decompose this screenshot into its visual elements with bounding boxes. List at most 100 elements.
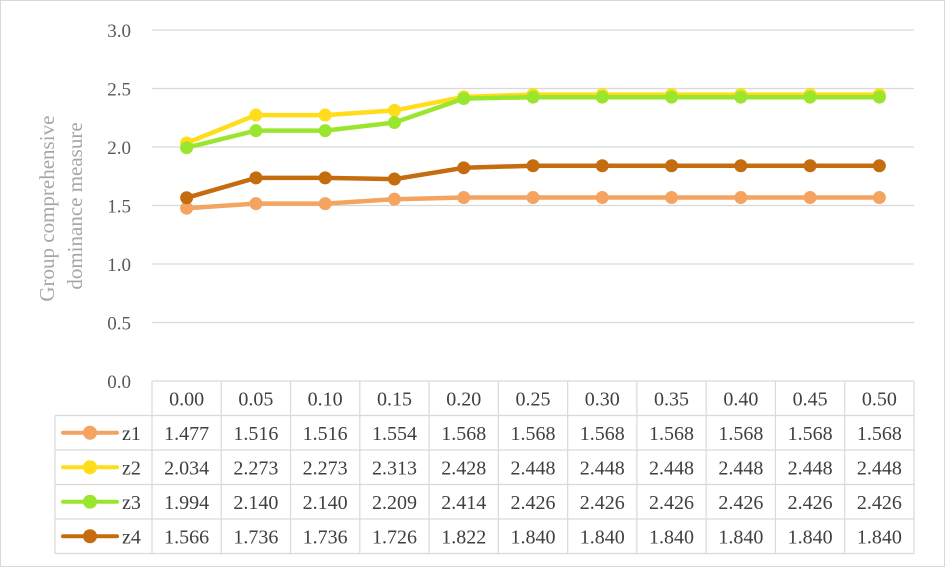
legend-entry: z2 (122, 457, 141, 479)
table-cell-value: 1.516 (303, 423, 348, 445)
table-cell-value: 1.568 (788, 423, 833, 445)
table-cell-value: 2.313 (372, 457, 417, 479)
y-axis-label: Group comprehensive dominance measure (35, 110, 87, 301)
table-cell-value: 2.414 (441, 492, 486, 514)
y-tick-label: 3.0 (107, 21, 131, 42)
data-point (803, 159, 817, 173)
table-cell-value: 2.448 (649, 457, 694, 479)
series-z1 (180, 191, 886, 215)
data-point (595, 159, 609, 173)
legend-entry: z1 (122, 423, 141, 445)
data-point (318, 171, 332, 185)
y-axis-ticks: 0.0 0.5 1.0 1.5 2.0 2.5 3.0 (107, 21, 131, 393)
legend-key-marker (83, 460, 97, 475)
table-cell-value: 2.448 (718, 457, 763, 479)
table-cell-value: 2.140 (303, 492, 348, 514)
data-table: 0.00 0.05 0.10 0.15 0.20 0.25 0.30 0.35 0.40 0.45… (54, 380, 915, 555)
table-cell-value: 1.568 (441, 423, 486, 445)
data-point (526, 159, 540, 173)
data-point (595, 90, 609, 104)
data-point (249, 171, 263, 185)
data-point (665, 90, 679, 104)
data-point (387, 116, 401, 130)
category-label: 0.20 (446, 388, 481, 410)
table-cell-value: 1.516 (233, 423, 278, 445)
table-cell-value: 2.426 (718, 492, 763, 514)
y-tick-label: 2.0 (107, 138, 131, 159)
data-point (387, 192, 401, 206)
category-label: 0.10 (308, 388, 343, 410)
legend-entry: z3 (122, 492, 141, 514)
table-cell-value: 2.448 (580, 457, 625, 479)
category-label: 0.05 (238, 388, 273, 410)
table-cell-value: 1.568 (580, 423, 625, 445)
y-tick-label: 1.5 (107, 197, 131, 218)
table-cell-value: 1.840 (511, 526, 556, 548)
table-cell-value: 1.840 (580, 526, 625, 548)
data-point (457, 191, 471, 205)
data-point (734, 90, 748, 104)
table-cell-value: 1.726 (372, 526, 417, 548)
data-point (180, 141, 194, 155)
table-cell-value: 1.840 (718, 526, 763, 548)
category-label: 0.35 (654, 388, 689, 410)
table-cell-value: 1.994 (164, 492, 209, 514)
data-point (180, 191, 194, 205)
y-axis-label-line-1: Group comprehensive (35, 116, 59, 302)
data-point (872, 90, 886, 104)
table-cell-value: 2.426 (788, 492, 833, 514)
category-label: 0.40 (723, 388, 758, 410)
table-cell-value: 1.736 (303, 526, 348, 548)
table-cell-value: 1.568 (857, 423, 902, 445)
y-tick-label: 1.0 (107, 255, 131, 276)
data-point (595, 191, 609, 205)
data-point (872, 191, 886, 205)
series-z3 (180, 90, 886, 155)
data-point (734, 159, 748, 173)
data-point (249, 124, 263, 138)
category-label: 0.30 (585, 388, 620, 410)
category-label: 0.25 (516, 388, 551, 410)
table-cell-value: 2.448 (788, 457, 833, 479)
table-cell-value: 1.822 (441, 526, 486, 548)
table-cell-value: 2.426 (649, 492, 694, 514)
table-cell-value: 1.554 (372, 423, 417, 445)
table-cell-value: 2.426 (580, 492, 625, 514)
data-point (665, 191, 679, 205)
series-z4 (180, 159, 886, 205)
data-point (457, 92, 471, 106)
table-cell-value: 2.140 (233, 492, 278, 514)
data-point (249, 108, 263, 122)
category-label: 0.15 (377, 388, 412, 410)
data-point (526, 90, 540, 104)
data-point (387, 172, 401, 186)
data-point (734, 191, 748, 205)
table-cell-value: 1.477 (164, 423, 209, 445)
table-cell-value: 1.840 (857, 526, 902, 548)
table-cell-value: 2.448 (511, 457, 556, 479)
y-tick-label: 2.5 (107, 80, 131, 101)
data-point (665, 159, 679, 173)
data-point (803, 191, 817, 205)
table-cell-value: 2.426 (511, 492, 556, 514)
data-point (180, 201, 194, 215)
y-axis-label-line-2: dominance measure (63, 122, 87, 289)
legend-key-marker (83, 425, 97, 440)
legend-key-marker (83, 529, 97, 544)
table-cell-value: 1.566 (164, 526, 209, 548)
table-cell-value: 1.840 (788, 526, 833, 548)
table-cell-value: 1.736 (233, 526, 278, 548)
data-point (872, 159, 886, 173)
data-point (318, 197, 332, 211)
table-cell-value: 1.568 (649, 423, 694, 445)
table-cell-value: 2.448 (857, 457, 902, 479)
category-label: 0.45 (793, 388, 828, 410)
legend-key-marker (83, 494, 97, 509)
table-cell-value: 1.840 (649, 526, 694, 548)
table-cell-value: 2.034 (164, 457, 209, 479)
table-cell-value: 2.426 (857, 492, 902, 514)
table-cell-value: 2.209 (372, 492, 417, 514)
table-cell-value: 2.428 (441, 457, 486, 479)
table-cell-value: 2.273 (303, 457, 348, 479)
